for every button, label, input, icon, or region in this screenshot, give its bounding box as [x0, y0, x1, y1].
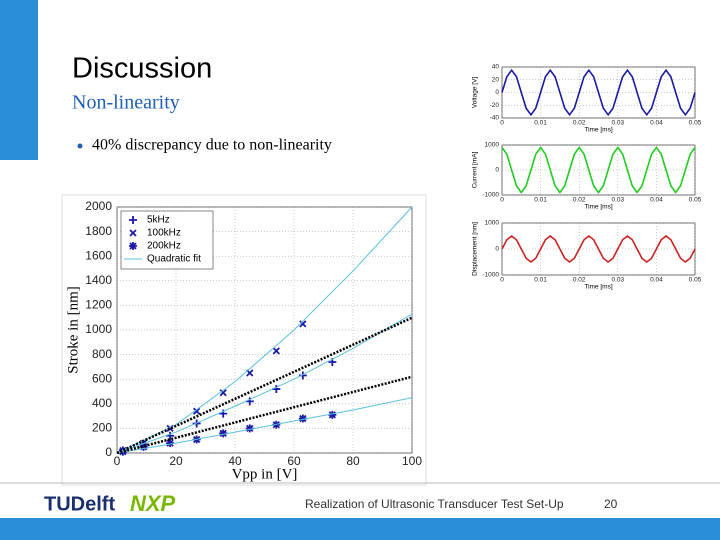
y-tick-label: 200	[92, 421, 112, 435]
x-tick-label: 0.03	[611, 120, 624, 127]
bullet-dot	[77, 143, 83, 149]
footer-bar	[0, 518, 720, 540]
data-point	[219, 389, 227, 397]
x-tick-label: 0.03	[611, 197, 624, 204]
x-tick-label: 0	[500, 197, 504, 204]
x-tick-label: 20	[169, 454, 183, 468]
data-point	[272, 347, 280, 355]
y-tick-label: 1000	[485, 220, 500, 227]
y-tick-label: -40	[490, 115, 500, 122]
data-point	[245, 424, 254, 433]
y-tick-label: 2000	[85, 199, 112, 213]
y-tick-label: 0	[105, 445, 112, 459]
x-tick-label: 0.01	[534, 120, 547, 127]
y-tick-label: 800	[92, 347, 112, 361]
y-tick-label: 1400	[85, 273, 112, 287]
x-axis-label: Vpp in [V]	[232, 466, 298, 482]
x-tick-label: 0.03	[611, 277, 624, 284]
y-axis-label: Voltage [V]	[472, 77, 479, 109]
footer-text: Realization of Ultrasonic Transducer Tes…	[305, 497, 564, 511]
data-point	[328, 410, 337, 419]
y-tick-label: 1800	[85, 224, 112, 238]
y-tick-label: 0	[495, 167, 499, 174]
legend-marker	[129, 242, 137, 250]
data-point	[299, 320, 307, 328]
data-line	[501, 234, 696, 264]
x-tick-label: 0.04	[650, 197, 663, 204]
y-axis-label: Displacement [nm]	[472, 222, 479, 276]
y-tick-label: 0	[495, 89, 499, 96]
y-tick-label: 600	[92, 371, 112, 385]
logo-nxp: NXP	[130, 491, 176, 516]
x-tick-label: 0.02	[573, 120, 586, 127]
data-line	[501, 146, 696, 194]
x-tick-label: 40	[228, 454, 242, 468]
x-tick-label: 0.05	[689, 277, 702, 284]
x-tick-label: 0	[500, 277, 504, 284]
legend-label: 100kHz	[147, 228, 181, 239]
y-tick-label: -1000	[482, 192, 499, 199]
legend-marker	[129, 229, 137, 237]
x-tick-label: 0.05	[689, 197, 702, 204]
y-tick-label: 400	[92, 396, 112, 410]
y-tick-label: 1000	[85, 322, 112, 336]
y-tick-label: 1000	[485, 142, 500, 149]
page-number: 20	[604, 497, 618, 511]
x-tick-label: 0.02	[573, 277, 586, 284]
data-point	[298, 414, 307, 423]
legend-label: 5kHz	[147, 215, 170, 226]
data-line	[501, 68, 696, 117]
dotted-line	[116, 316, 413, 455]
slide-title: Discussion	[72, 53, 212, 85]
x-tick-label: 0	[114, 454, 121, 468]
x-tick-label: 0.04	[650, 120, 663, 127]
x-tick-label: 0.04	[650, 277, 663, 284]
x-tick-label: 0.05	[689, 120, 702, 127]
data-line	[116, 206, 413, 454]
y-tick-label: -20	[490, 102, 500, 109]
x-axis-label: Time [ms]	[584, 284, 612, 291]
legend-label: 200kHz	[147, 241, 181, 252]
data-point	[245, 397, 254, 406]
y-tick-label: 1200	[85, 298, 112, 312]
x-axis-label: Time [ms]	[584, 127, 612, 134]
y-axis-label: Stroke in [nm]	[65, 286, 81, 374]
data-point	[193, 407, 201, 415]
data-point	[166, 431, 175, 440]
x-axis-label: Time [ms]	[584, 204, 612, 211]
legend-marker	[129, 216, 137, 224]
slide-subtitle: Non-linearity	[72, 92, 180, 114]
x-tick-label: 60	[287, 454, 301, 468]
x-tick-label: 80	[346, 454, 360, 468]
y-tick-label: 20	[492, 76, 500, 83]
legend-label: Quadratic fit	[147, 254, 201, 265]
x-tick-label: 0.01	[534, 277, 547, 284]
bullet-text: 40% discrepancy due to non-linearity	[92, 137, 332, 154]
accent-bar	[0, 0, 38, 160]
x-tick-label: 0.02	[573, 197, 586, 204]
x-tick-label: 0.01	[534, 197, 547, 204]
logo-tudelft: TUDelft	[44, 493, 115, 515]
x-tick-label: 0	[500, 120, 504, 127]
data-point	[139, 442, 148, 451]
y-tick-label: 0	[495, 246, 499, 253]
data-point	[219, 429, 228, 438]
y-tick-label: -1000	[482, 272, 499, 279]
data-point	[166, 439, 175, 448]
y-tick-label: 1600	[85, 248, 112, 262]
y-axis-label: Current [mA]	[472, 151, 479, 188]
y-tick-label: 40	[492, 64, 500, 71]
x-tick-label: 100	[402, 454, 422, 468]
